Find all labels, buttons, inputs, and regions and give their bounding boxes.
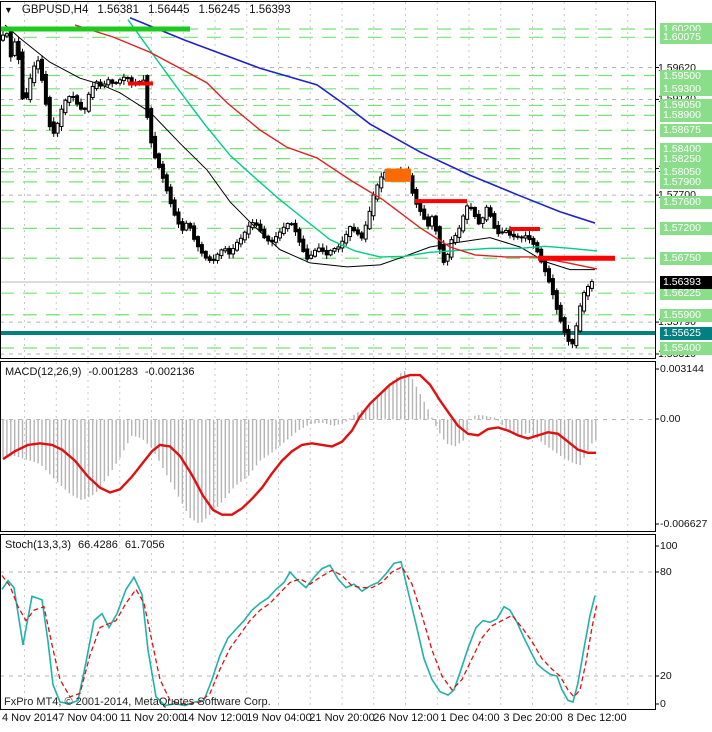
stoch-axis-label: 80 — [660, 566, 672, 578]
price-level-badge: 1.58400 — [660, 143, 712, 156]
stoch-axis-label: 20 — [660, 670, 672, 682]
price-level-badge: 1.58250 — [660, 153, 712, 166]
macd-main-value: -0.001283 — [88, 366, 138, 378]
time-axis-label: 26 Nov 12:00 — [373, 712, 439, 724]
price-level-badge: 1.60075 — [660, 31, 712, 44]
chart-header: ▼ GBPUSD,H4 1.56381 1.56445 1.56245 1.56… — [4, 4, 291, 16]
time-axis-label: 19 Nov 04:00 — [246, 712, 312, 724]
price-level-badge: 1.57900 — [660, 176, 712, 189]
stoch-indicator-label: Stoch(13,3,3) 66.4286 61.7056 — [5, 539, 165, 551]
macd-indicator-label: MACD(12,26,9) -0.001283 -0.002136 — [5, 366, 195, 378]
time-axis-label: 7 Nov 04:00 — [58, 712, 118, 724]
price-level-badge: 1.55900 — [660, 309, 712, 322]
price-level-badge: 1.57600 — [660, 196, 712, 209]
macd-signal-value: -0.002136 — [144, 366, 195, 378]
macd-axis-label: 0.00 — [660, 413, 681, 425]
support-level-badge: 1.55625 — [660, 327, 712, 340]
price-level-badge: 1.57200 — [660, 222, 712, 235]
stoch-name: Stoch(13,3,3) — [5, 539, 72, 551]
price-level-badge: 1.56225 — [660, 287, 712, 300]
price-level-badge: 1.59050 — [660, 99, 712, 112]
stoch-axis-label: 0 — [660, 698, 666, 710]
time-axis-label: 21 Nov 20:00 — [309, 712, 375, 724]
time-axis-label: 4 Nov 2014 — [2, 712, 59, 724]
time-axis-label: 3 Dec 20:00 — [503, 712, 563, 724]
price-level-badge: 1.56750 — [660, 252, 712, 265]
price-level-badge: 1.58675 — [660, 124, 712, 137]
symbol-dropdown-icon[interactable]: ▼ — [4, 5, 13, 15]
time-axis-label: 11 Nov 20:00 — [119, 712, 185, 724]
symbol-period-label: GBPUSD,H4 — [21, 4, 89, 16]
price-level-badge: 1.59500 — [660, 70, 712, 83]
price-level-badge: 1.58900 — [660, 109, 712, 122]
ohlc-open: 1.56381 — [97, 4, 139, 16]
stoch-axis-label: 100 — [660, 540, 678, 552]
macd-name: MACD(12,26,9) — [5, 366, 82, 378]
stoch-k-value: 66.4286 — [78, 539, 118, 551]
time-axis-label: 14 Nov 12:00 — [182, 712, 248, 724]
price-level-badge: 1.55400 — [660, 342, 712, 355]
price-level-badge: 1.58050 — [660, 166, 712, 179]
time-axis-label: 8 Dec 12:00 — [567, 712, 627, 724]
ohlc-high: 1.56445 — [147, 4, 190, 16]
price-level-badge: 1.59300 — [660, 83, 712, 96]
macd-axis-label: -0.006627 — [660, 518, 708, 530]
copyright-text: FxPro MT4, © 2001-2014, MetaQuotes Softw… — [4, 696, 271, 708]
stoch-d-value: 61.7056 — [124, 539, 165, 551]
ohlc-low: 1.56245 — [198, 4, 241, 16]
ohlc-close: 1.56393 — [249, 4, 291, 16]
time-axis-label: 1 Dec 04:00 — [440, 712, 500, 724]
macd-axis-label: 0.003144 — [660, 363, 704, 375]
current-price-badge: 1.56393 — [660, 276, 712, 289]
